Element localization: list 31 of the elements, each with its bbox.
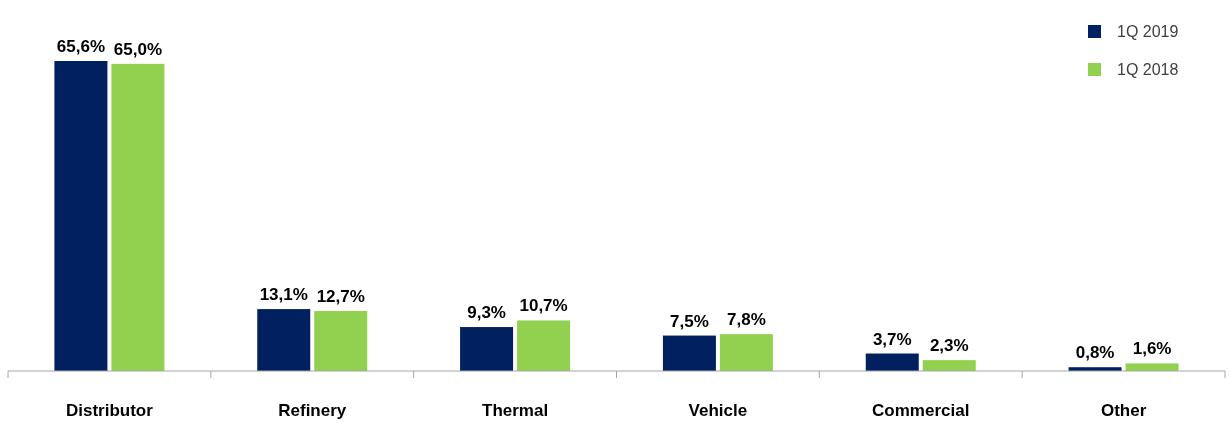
bar [517, 320, 571, 371]
x-tick-label: Thermal [482, 401, 549, 420]
x-tick-label: Other [1100, 401, 1147, 420]
legend-label: 1Q 2018 [1117, 61, 1179, 78]
data-label: 3,7% [872, 329, 912, 349]
bar [865, 353, 919, 371]
data-label: 12,7% [316, 286, 365, 306]
data-label: 7,8% [727, 310, 766, 330]
bar [719, 334, 773, 371]
data-label: 0,8% [1075, 343, 1115, 363]
data-label: 10,7% [519, 296, 568, 316]
data-label: 65,6% [56, 37, 106, 56]
data-label: 7,5% [670, 311, 709, 331]
x-tick-label: Commercial [872, 401, 970, 420]
bar [111, 63, 165, 371]
x-tick-label: Distributor [65, 401, 154, 420]
data-label: 9,3% [467, 303, 506, 323]
data-label: 65,0% [113, 39, 163, 59]
bar [662, 335, 716, 371]
bar [54, 61, 108, 371]
bar [257, 309, 311, 371]
bar [314, 310, 368, 371]
x-tick-label: Refinery [278, 401, 347, 420]
bar [1125, 363, 1179, 371]
x-tick-label: Vehicle [688, 401, 748, 420]
data-label: 13,1% [259, 285, 308, 305]
data-label: 2,3% [929, 336, 969, 356]
bar [922, 360, 976, 371]
data-label: 1,6% [1132, 339, 1172, 359]
bar [460, 327, 514, 371]
legend-label: 1Q 2019 [1117, 23, 1179, 40]
